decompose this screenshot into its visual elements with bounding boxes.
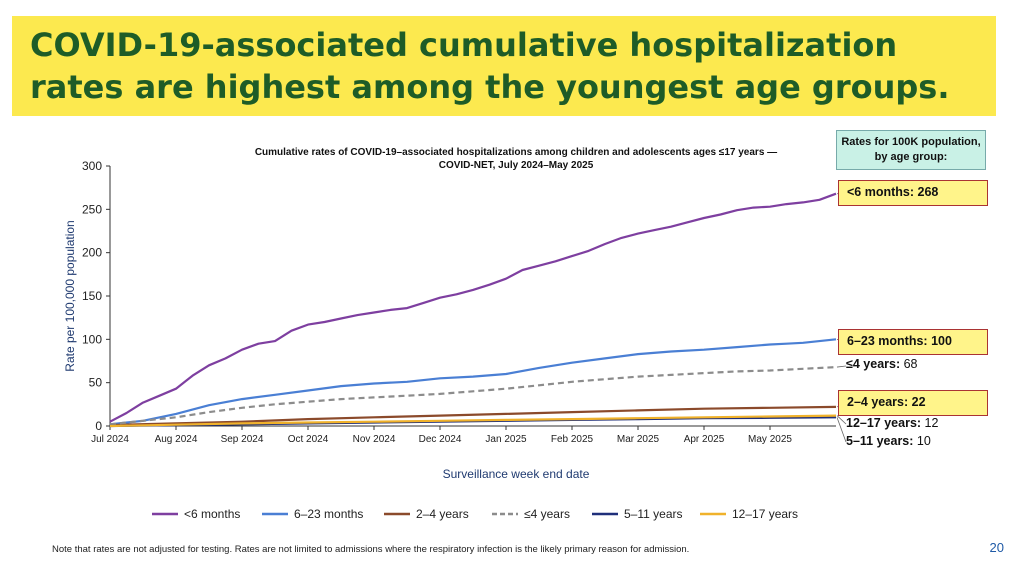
title-banner: COVID-19-associated cumulative hospitali… [12,16,996,116]
x-tick-label: Jan 2025 [485,434,527,445]
slide-title: COVID-19-associated cumulative hospitali… [30,26,950,106]
rate-label: <6 months: [847,185,915,199]
rate-label: 12–17 years: [846,416,922,430]
series-line-1 [109,338,837,426]
leader-line [836,415,847,425]
page-number: 20 [989,540,1004,555]
series-line-0 [109,192,837,423]
legend-label: 2–4 years [416,507,469,521]
x-tick-label: Aug 2024 [155,434,198,445]
x-tick-label: Dec 2024 [419,434,462,445]
y-axis-label: Rate per 100,000 population [63,220,77,371]
leader-line [836,365,847,368]
chart-title-line: Cumulative rates of COVID-19–associated … [255,147,777,158]
y-tick-label: 150 [82,289,102,303]
x-axis-label: Surveillance week end date [443,467,590,481]
x-tick-label: Mar 2025 [617,434,660,445]
legend-label: 5–11 years [624,507,682,521]
legend-label: 6–23 months [294,507,363,521]
series-line-2 [109,405,837,427]
x-tick-label: Oct 2024 [288,434,329,445]
leader-line [836,417,847,443]
x-tick-label: May 2025 [748,434,792,445]
rates-panel-header: Rates for 100K population, by age group: [836,130,986,170]
rate-item: 2–4 years: 22 [838,390,988,416]
x-tick-label: Nov 2024 [353,434,396,445]
y-tick-label: 50 [89,376,103,390]
rate-item: 6–23 months: 100 [838,329,988,355]
rate-value: 100 [927,334,952,348]
rate-value: 22 [908,395,926,409]
rate-label: 6–23 months: [847,334,928,348]
rate-label: 2–4 years: [847,395,909,409]
y-tick-label: 200 [82,246,102,260]
rate-item: 12–17 years: 12 [846,416,938,430]
rate-item: ≤4 years: 68 [846,357,918,371]
x-tick-label: Jul 2024 [91,434,129,445]
rate-value: 68 [900,357,918,371]
y-tick-label: 100 [82,332,102,346]
rate-item: 5–11 years: 10 [846,434,931,448]
rate-label: ≤4 years: [846,357,901,371]
y-tick-label: 0 [95,419,102,433]
rate-item: <6 months: 268 [838,180,988,206]
y-tick-label: 300 [82,159,102,173]
rate-value: 268 [914,185,939,199]
x-tick-label: Sep 2024 [221,434,264,445]
legend-label: <6 months [184,507,240,521]
rate-value: 10 [913,434,931,448]
chart-title-line: COVID-NET, July 2024–May 2025 [439,160,594,171]
x-tick-label: Feb 2025 [551,434,594,445]
rate-value: 12 [921,416,939,430]
legend-label: 12–17 years [732,507,798,521]
legend-label: ≤4 years [524,507,570,521]
rate-label: 5–11 years: [846,434,914,448]
footnote: Note that rates are not adjusted for tes… [52,544,690,555]
series-line-5 [109,414,837,428]
y-tick-label: 250 [82,202,102,216]
series-line-3 [109,366,837,426]
x-tick-label: Apr 2025 [684,434,725,445]
